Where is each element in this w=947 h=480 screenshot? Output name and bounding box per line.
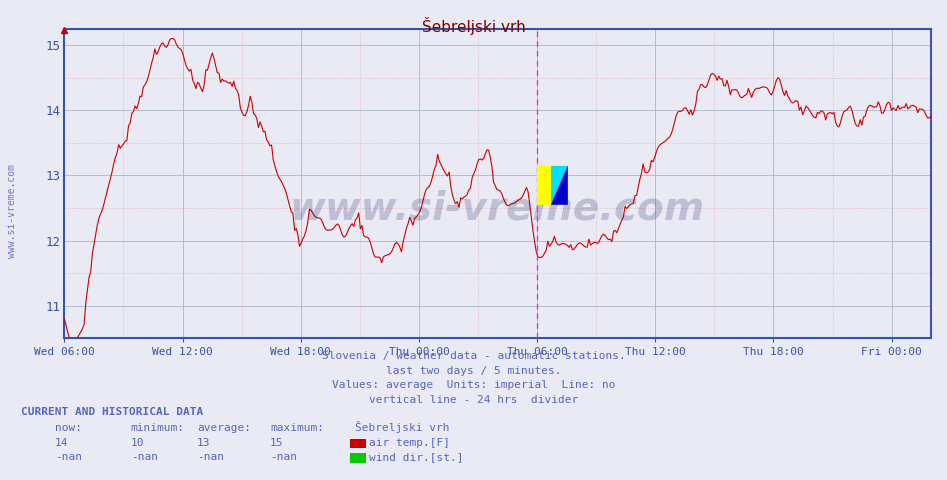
Text: -nan: -nan: [197, 452, 224, 462]
Text: -nan: -nan: [270, 452, 297, 462]
Text: Šebreljski vrh: Šebreljski vrh: [355, 420, 450, 432]
Text: 13: 13: [197, 438, 210, 448]
Text: vertical line - 24 hrs  divider: vertical line - 24 hrs divider: [369, 395, 578, 405]
Text: 10: 10: [131, 438, 144, 448]
Text: maximum:: maximum:: [270, 422, 324, 432]
Text: wind dir.[st.]: wind dir.[st.]: [369, 452, 464, 462]
Text: Slovenia / weather data - automatic stations.: Slovenia / weather data - automatic stat…: [322, 351, 625, 361]
Text: now:: now:: [55, 422, 82, 432]
Text: CURRENT AND HISTORICAL DATA: CURRENT AND HISTORICAL DATA: [21, 407, 203, 417]
Text: average:: average:: [197, 422, 251, 432]
Text: Values: average  Units: imperial  Line: no: Values: average Units: imperial Line: no: [331, 380, 616, 390]
Text: air temp.[F]: air temp.[F]: [369, 438, 451, 448]
Polygon shape: [551, 166, 568, 205]
Text: -nan: -nan: [55, 452, 82, 462]
Text: -nan: -nan: [131, 452, 158, 462]
Text: 14: 14: [55, 438, 68, 448]
Polygon shape: [551, 166, 568, 205]
Polygon shape: [537, 166, 551, 205]
Text: minimum:: minimum:: [131, 422, 185, 432]
Text: last two days / 5 minutes.: last two days / 5 minutes.: [385, 366, 562, 376]
Text: www.si-vreme.com: www.si-vreme.com: [290, 190, 706, 228]
Text: Šebreljski vrh: Šebreljski vrh: [421, 17, 526, 35]
Text: www.si-vreme.com: www.si-vreme.com: [8, 164, 17, 258]
Text: 15: 15: [270, 438, 283, 448]
